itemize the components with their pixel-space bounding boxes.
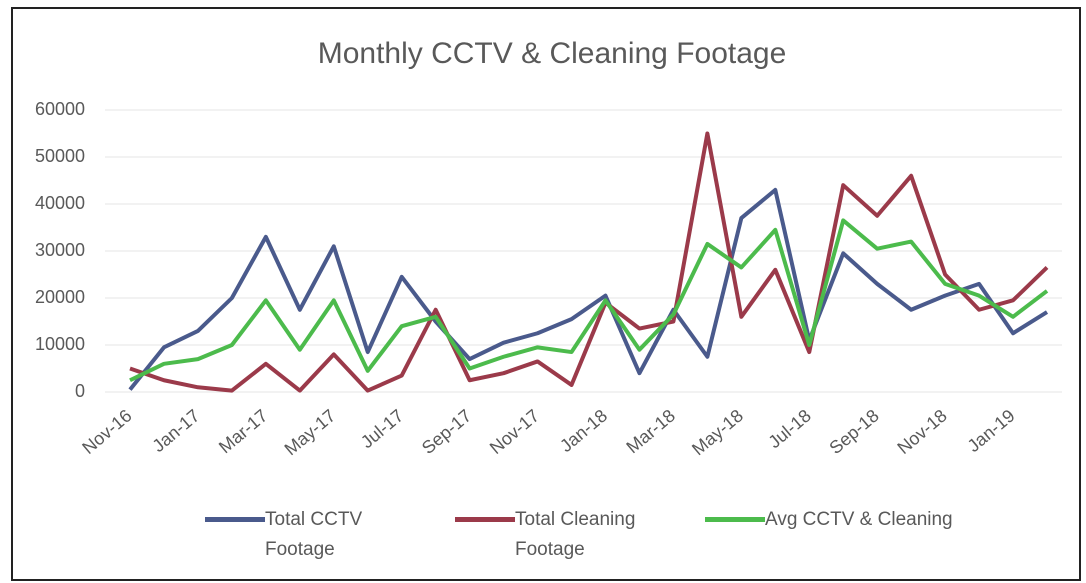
x-tick-label: Jan-17 [149, 405, 204, 456]
series-line [128, 187, 1049, 391]
x-tick-label: Jul-17 [357, 405, 407, 452]
x-tick-label: Sep-18 [825, 405, 882, 458]
y-tick-label: 50000 [35, 146, 85, 166]
x-tick-label: Jan-19 [964, 405, 1019, 456]
legend-label: Total Cleaning Footage [515, 509, 636, 560]
legend-swatch [455, 517, 515, 522]
x-tick-label: Nov-18 [893, 405, 950, 458]
chart-border [11, 7, 1081, 581]
chart-title: Monthly CCTV & Cleaning Footage [318, 37, 787, 70]
series-line [129, 131, 1049, 393]
y-tick-label: 60000 [35, 99, 85, 119]
legend-item: Total Cleaning Footage [455, 505, 665, 565]
legend-item: Total CCTV Footage [205, 505, 415, 565]
y-tick-label: 10000 [35, 334, 85, 354]
x-tick-label: Mar-18 [622, 405, 679, 457]
legend-label: Avg CCTV & Cleaning [765, 509, 953, 530]
legend-item: Avg CCTV & Cleaning [705, 505, 953, 565]
x-tick-label: Mar-17 [215, 405, 272, 457]
y-tick-label: 0 [75, 381, 85, 401]
x-tick-label: May-18 [688, 405, 747, 459]
x-tick-label: Jan-18 [556, 405, 611, 456]
x-tick-label: Sep-17 [418, 405, 475, 458]
legend: Total CCTV Footage Total Cleaning Footage… [205, 505, 965, 565]
series-line [129, 218, 1049, 383]
y-tick-label: 20000 [35, 287, 85, 307]
x-tick-label: May-17 [281, 405, 340, 459]
legend-swatch [205, 517, 265, 522]
x-tick-label: Nov-16 [78, 405, 135, 458]
y-tick-label: 40000 [35, 193, 85, 213]
x-tick-label: Jul-18 [764, 405, 814, 452]
legend-label: Total CCTV Footage [265, 509, 363, 560]
x-tick-label: Nov-17 [486, 405, 543, 458]
legend-swatch [705, 517, 765, 522]
y-tick-label: 30000 [35, 240, 85, 260]
